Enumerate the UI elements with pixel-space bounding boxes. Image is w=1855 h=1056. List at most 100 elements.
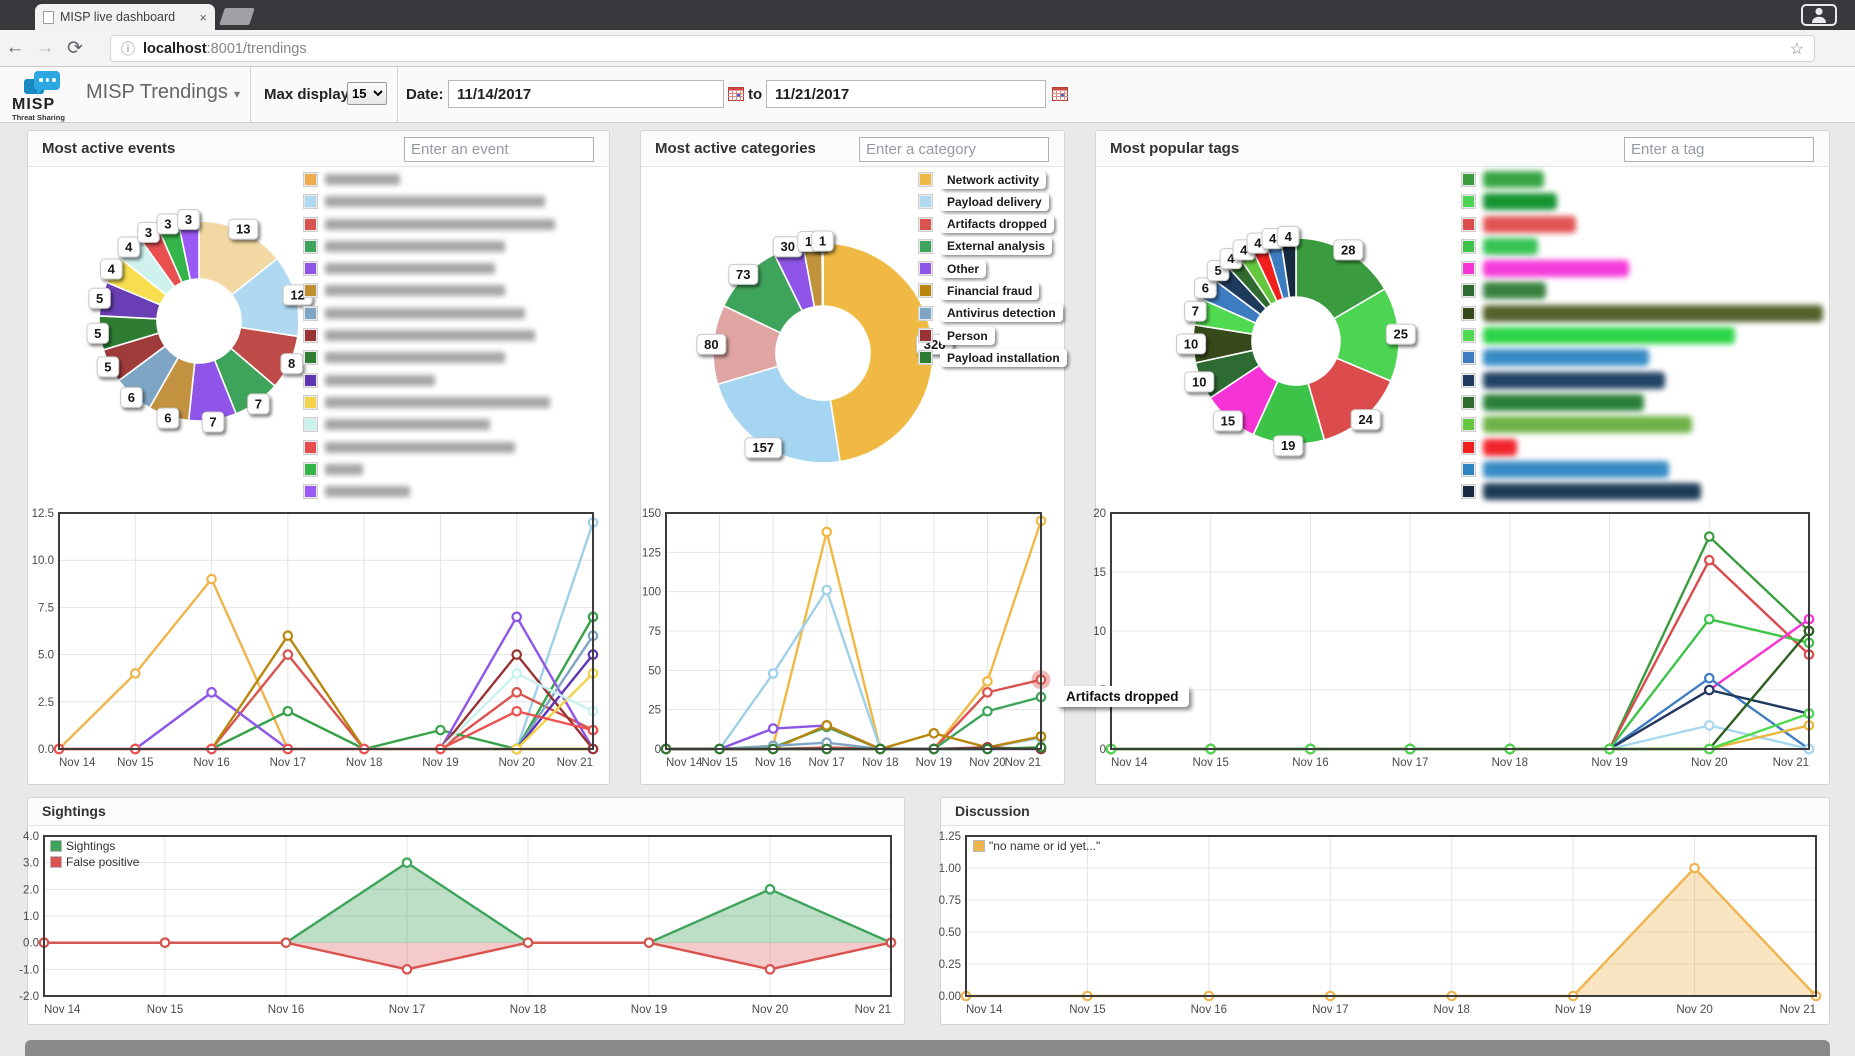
panel-header: Most popular tags: [1096, 131, 1829, 167]
legend-row: [1461, 193, 1823, 211]
legend-row: [1461, 393, 1823, 411]
svg-text:80: 80: [704, 337, 718, 352]
redacted-label: [325, 307, 525, 319]
redacted-tag: [1483, 416, 1692, 434]
app-header: MISP Threat Sharing MISP Trendings ▾ Max …: [0, 67, 1855, 123]
panel-header: Discussion: [941, 798, 1829, 826]
svg-text:15: 15: [1221, 413, 1235, 428]
legend-row: [303, 372, 555, 388]
svg-text:5: 5: [96, 291, 103, 306]
collapsed-panel-edge[interactable]: [25, 1040, 1830, 1056]
discussion-area-chart[interactable]: 0.00 0.25 0.50 0.75 1.00 1.25 Nov 14 Nov 15 Nov …: [939, 826, 1831, 1031]
svg-text:Nov 14: Nov 14: [966, 1004, 1003, 1016]
legend-swatch: [1461, 394, 1476, 410]
profile-icon[interactable]: [1801, 4, 1837, 26]
max-display-label: Max display:: [264, 86, 355, 103]
events-donut-chart[interactable]: 13 12 8 7 7 6 6 5 5 5 4 4 3 3 3: [38, 171, 368, 486]
legend-swatch: [918, 350, 933, 366]
legend-row: [1461, 483, 1823, 501]
bookmark-star-icon[interactable]: ☆: [1789, 40, 1804, 58]
date-from-input[interactable]: [448, 80, 724, 108]
redacted-label: [325, 263, 495, 275]
svg-text:50: 50: [648, 665, 661, 677]
tag-search-input[interactable]: [1624, 137, 1814, 162]
legend-swatch: [1461, 328, 1476, 344]
legend-swatch: [1461, 238, 1476, 254]
misp-logo[interactable]: MISP Threat Sharing: [12, 70, 72, 122]
svg-text:28: 28: [1341, 242, 1355, 257]
legend-swatch: [1461, 439, 1476, 455]
svg-text:Nov 16: Nov 16: [268, 1004, 304, 1016]
sightings-area-chart[interactable]: 4.0 3.0 2.0 1.0 0.0 -1.0 -2.0 Nov 14 Nov 15 Nov 1…: [19, 826, 906, 1031]
url-bar[interactable]: ⓘ localhost:8001/trendings ☆: [110, 35, 1815, 62]
svg-text:Nov 18: Nov 18: [1433, 1004, 1469, 1016]
calendar-icon[interactable]: [728, 86, 744, 106]
svg-text:Nov 20: Nov 20: [752, 1004, 788, 1016]
events-legend: [303, 172, 555, 507]
svg-text:4: 4: [1254, 236, 1262, 251]
logo-text: MISP: [12, 96, 56, 113]
legend-label: External analysis: [940, 237, 1053, 256]
date-to-input[interactable]: [766, 80, 1046, 108]
tags-donut-chart[interactable]: 28 25 24 19 15 10 10 7 6 5 4 4 4 4 4: [1116, 171, 1496, 516]
svg-text:4: 4: [1240, 242, 1248, 257]
app-title-dropdown[interactable]: MISP Trendings ▾: [86, 81, 240, 103]
category-search-input[interactable]: [859, 137, 1049, 162]
svg-text:12.5: 12.5: [32, 508, 54, 520]
redacted-tag: [1483, 237, 1538, 255]
redacted-label: [325, 174, 400, 185]
redacted-tag: [1483, 304, 1823, 322]
svg-text:Nov 20: Nov 20: [969, 757, 1005, 769]
legend-row: Sightings: [50, 838, 139, 854]
legend-swatch: [303, 216, 318, 232]
redacted-tag: [1483, 171, 1544, 188]
svg-text:10: 10: [1093, 626, 1106, 638]
svg-text:12: 12: [290, 287, 304, 302]
redacted-label: [325, 196, 545, 208]
site-info-icon[interactable]: ⓘ: [121, 40, 135, 57]
svg-text:Nov 21: Nov 21: [855, 1004, 891, 1016]
legend-row: [303, 461, 555, 477]
new-tab-button[interactable]: [219, 8, 255, 25]
svg-text:4.0: 4.0: [23, 831, 39, 843]
legend-swatch: [1461, 216, 1476, 232]
legend-label: Antivirus detection: [940, 304, 1063, 323]
browser-tab[interactable]: MISP live dashboard ×: [35, 4, 215, 30]
panel-sightings: Sightings Sightings False positive 4.0 3.0…: [19, 797, 905, 1025]
legend-swatch: [918, 261, 933, 277]
max-display-select[interactable]: 15: [347, 82, 387, 105]
reload-icon[interactable]: ⟳: [67, 37, 83, 59]
legend-row: "no name or id yet...": [973, 838, 1100, 854]
svg-text:15: 15: [1093, 567, 1106, 579]
categories-line-chart[interactable]: 0 25 50 75 100 125 150 Nov 14 Nov 15 Nov 16 Nov 17…: [641, 506, 1066, 781]
logo-subtext: Threat Sharing: [12, 113, 65, 122]
svg-text:Nov 21: Nov 21: [1780, 1004, 1816, 1016]
categories-donut-chart[interactable]: 326157807330191: [651, 191, 1011, 516]
svg-text:3: 3: [185, 212, 192, 227]
back-icon[interactable]: ←: [5, 37, 25, 58]
svg-text:Nov 14: Nov 14: [1111, 757, 1148, 769]
svg-text:0.0: 0.0: [38, 744, 54, 756]
forward-icon[interactable]: →: [35, 37, 55, 58]
legend-swatch: [1461, 461, 1476, 477]
legend-row: [1461, 438, 1823, 456]
svg-text:Nov 16: Nov 16: [193, 757, 229, 769]
calendar-icon[interactable]: [1052, 86, 1068, 106]
event-search-input[interactable]: [404, 137, 594, 162]
events-line-chart[interactable]: 0.0 2.5 5.0 7.5 10.0 12.5 Nov 14 Nov 15 Nov 16 No…: [28, 506, 611, 781]
panel-most-active-categories: Most active categories 326157807330191 N…: [640, 130, 1067, 785]
svg-text:10: 10: [1184, 336, 1198, 351]
redacted-tag: [1483, 193, 1557, 211]
legend-swatch: [303, 350, 318, 366]
tab-close-icon[interactable]: ×: [199, 9, 207, 25]
svg-text:1.00: 1.00: [939, 863, 961, 875]
svg-text:Nov 18: Nov 18: [510, 1004, 546, 1016]
svg-text:1.25: 1.25: [939, 831, 961, 843]
legend-row: [1461, 304, 1823, 322]
svg-text:Nov 17: Nov 17: [389, 1004, 425, 1016]
svg-text:Nov 14: Nov 14: [44, 1004, 81, 1016]
svg-text:25: 25: [648, 705, 661, 717]
svg-text:0.50: 0.50: [939, 927, 961, 939]
